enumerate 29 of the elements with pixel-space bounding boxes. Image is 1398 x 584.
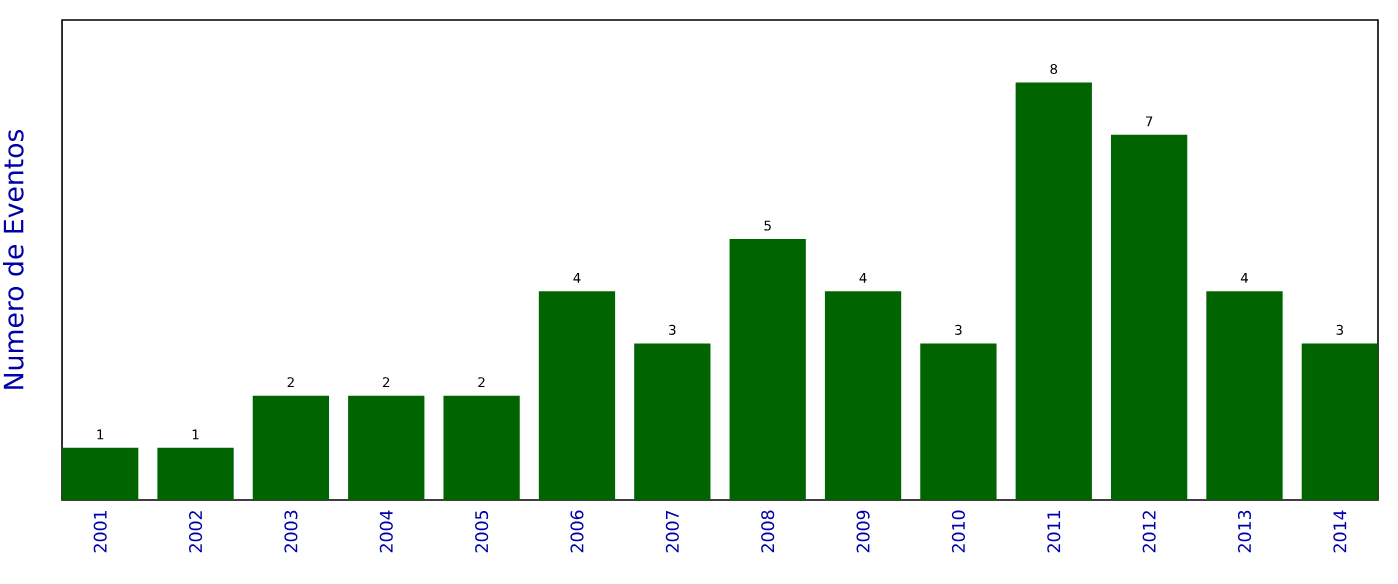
x-tick-label: 2004	[379, 510, 393, 553]
bar	[1301, 343, 1378, 500]
x-tick-label: 2006	[570, 510, 584, 553]
bar	[252, 395, 330, 500]
x-tick-label: 2012	[1142, 511, 1156, 553]
bar	[62, 447, 139, 500]
bar	[1206, 291, 1283, 500]
x-tick-label: 2002	[189, 511, 203, 553]
x-tick-label: 2009	[856, 510, 870, 553]
bar	[1110, 134, 1188, 500]
x-tick-label: 2010	[951, 510, 965, 553]
bar	[348, 395, 425, 500]
bar	[1015, 82, 1092, 500]
x-tick-label: 2014	[1333, 510, 1347, 553]
x-tick-label: 2008	[761, 510, 775, 553]
x-tick-label: 2001	[93, 511, 107, 553]
bar	[729, 239, 806, 500]
bar	[157, 447, 234, 500]
bar	[824, 291, 902, 500]
bar	[538, 291, 616, 500]
bar	[634, 343, 711, 500]
x-tick-label: 2003	[284, 510, 298, 553]
bar	[920, 343, 997, 500]
bar	[443, 395, 520, 500]
y-axis-title: Numero de Eventos	[2, 129, 24, 389]
x-tick-label: 2013	[1237, 510, 1252, 553]
x-tick-label: 2007	[665, 510, 679, 553]
x-tick-label: 2005	[475, 510, 489, 553]
x-tick-label: 2011	[1047, 511, 1061, 553]
